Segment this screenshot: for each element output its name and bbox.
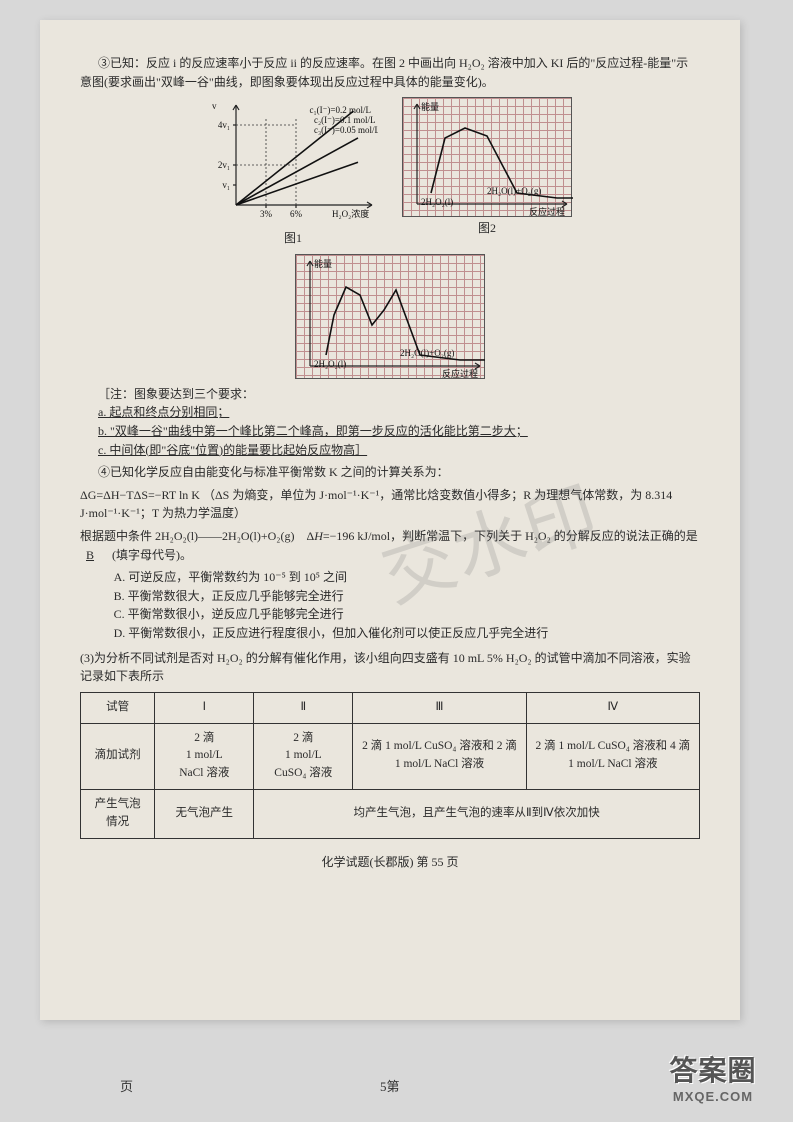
site-logo: 答案圈 MXQE.COM (653, 1049, 773, 1104)
svg-text:H₂O₂浓度: H₂O₂浓度 (332, 208, 369, 219)
th-4: Ⅳ (526, 692, 699, 723)
row1-c1: 2 滴 1 mol/L NaCl 溶液 (155, 723, 254, 789)
svg-text:2H₂O(l)+O₂(g): 2H₂O(l)+O₂(g) (487, 186, 541, 196)
svg-text:4v₁: 4v₁ (218, 120, 230, 130)
page-num-right: 5第 (380, 1076, 400, 1095)
row2-rest: 均产生气泡，且产生气泡的速率从Ⅱ到Ⅳ依次加快 (254, 789, 700, 838)
svg-text:2H₂O₂(l): 2H₂O₂(l) (314, 359, 346, 369)
chart1: v₁ 2v₁ 4v₁ 3% 6% c₁(I⁻)=0.2 mol/Lc₂(I⁻)=0.1 m… (208, 97, 378, 227)
row1-c4: 2 滴 1 mol/L CuSO₄ 溶液和 4 滴 1 mol/L NaCl 溶… (526, 723, 699, 789)
chart3: 能量反应过程 2H₂O₂(l) 2H₂O(l)+O₂(g) (296, 255, 486, 380)
table-header-row: 试管 Ⅰ Ⅱ Ⅲ Ⅳ (81, 692, 700, 723)
experiment-table: 试管 Ⅰ Ⅱ Ⅲ Ⅳ 滴加试剂 2 滴 1 mol/L NaCl 溶液 2 滴 … (80, 692, 700, 839)
svg-text:反应过程: 反应过程 (442, 368, 478, 379)
page-num-left: 页 (120, 1076, 133, 1095)
table-row-bubble: 产生气泡 情况 无气泡产生 均产生气泡，且产生气泡的速率从Ⅱ到Ⅳ依次加快 (81, 789, 700, 838)
svg-text:c₂(I⁻)=0.1 mol/L: c₂(I⁻)=0.1 mol/L (314, 115, 375, 125)
chart2-caption: 图2 (478, 219, 496, 238)
notes-block: ［注：图象要达到三个要求： a. 起点和终点分别相同； b. "双峰一谷"曲线中… (98, 385, 700, 459)
svg-text:能量: 能量 (314, 258, 332, 269)
part3-intro: (3)为分析不同试剂是否对 H₂O₂ 的分解有催化作用，该小组向四支盛有 10 … (80, 649, 700, 686)
table-row-reagent: 滴加试剂 2 滴 1 mol/L NaCl 溶液 2 滴 1 mol/L CuS… (81, 723, 700, 789)
note-c: c. 中间体(即"谷底"位置)的能量要比起始反应物高］ (98, 441, 700, 460)
th-tube: 试管 (81, 692, 155, 723)
chart3-grid: 能量反应过程 2H₂O₂(l) 2H₂O(l)+O₂(g) (295, 254, 485, 379)
svg-text:2H₂O(l)+O₂(g): 2H₂O(l)+O₂(g) (400, 348, 454, 358)
intro-paragraph: ③已知：反应 i 的反应速率小于反应 ii 的反应速率。在图 2 中画出向 H₂… (80, 54, 700, 91)
row1-label: 滴加试剂 (81, 723, 155, 789)
exam-page: 交水印 ③已知：反应 i 的反应速率小于反应 ii 的反应速率。在图 2 中画出… (40, 20, 740, 1020)
chart1-block: v₁ 2v₁ 4v₁ 3% 6% c₁(I⁻)=0.2 mol/Lc₂(I⁻)=0.1 m… (208, 97, 378, 248)
answer-blank: B (80, 548, 100, 562)
part4-line2: 根据题中条件 2H₂O₂(l)——2H₂O(l)+O₂(g) ΔH=−196 k… (80, 527, 700, 564)
chart1-caption: 图1 (284, 229, 302, 248)
svg-text:反应过程: 反应过程 (529, 206, 565, 217)
svg-text:c₃(I⁻)=0.05 mol/L: c₃(I⁻)=0.05 mol/L (314, 125, 378, 135)
svg-text:v₁: v₁ (222, 180, 230, 190)
svg-text:c₁(I⁻)=0.2 mol/L: c₁(I⁻)=0.2 mol/L (310, 105, 371, 115)
th-3: Ⅲ (353, 692, 526, 723)
page-footer: 化学试题(长郡版) 第 55 页 (80, 853, 700, 872)
svg-text:v: v (212, 101, 217, 111)
th-1: Ⅰ (155, 692, 254, 723)
charts-row-bottom: 能量反应过程 2H₂O₂(l) 2H₂O(l)+O₂(g) (80, 254, 700, 379)
th-2: Ⅱ (254, 692, 353, 723)
svg-text:2v₁: 2v₁ (218, 160, 230, 170)
row2-first: 无气泡产生 (155, 789, 254, 838)
logo-chars: 答案圈 (653, 1049, 773, 1089)
chart2-grid: 能量反应过程 2H₂O₂(l) 2H₂O(l)+O₂(g) (402, 97, 572, 217)
svg-text:能量: 能量 (421, 101, 439, 112)
chart2: 能量反应过程 2H₂O₂(l) 2H₂O(l)+O₂(g) (403, 98, 573, 218)
option-d: D. 平衡常数很小，正反应进行程度很小，但加入催化剂可以使正反应几乎完全进行 (114, 624, 700, 643)
logo-url: MXQE.COM (653, 1089, 773, 1104)
svg-text:6%: 6% (290, 209, 303, 219)
notes-header: ［注：图象要达到三个要求： (98, 385, 700, 404)
option-a: A. 可逆反应，平衡常数约为 10⁻⁵ 到 10⁵ 之间 (114, 568, 700, 587)
note-b: b. "双峰一谷"曲线中第一个峰比第二个峰高，即第一步反应的活化能比第二步大； (98, 422, 700, 441)
part4-line1: ΔG=ΔH−TΔS=−RT ln K （ΔS 为熵变，单位为 J·mol⁻¹·K… (80, 486, 700, 523)
row1-c2: 2 滴 1 mol/L CuSO₄ 溶液 (254, 723, 353, 789)
row1-c3: 2 滴 1 mol/L CuSO₄ 溶液和 2 滴 1 mol/L NaCl 溶… (353, 723, 526, 789)
part4-line0: ④已知化学反应自由能变化与标准平衡常数 K 之间的计算关系为： (80, 463, 700, 482)
row2-label: 产生气泡 情况 (81, 789, 155, 838)
option-b: B. 平衡常数很大，正反应几乎能够完全进行 (114, 587, 700, 606)
chart2-block: 能量反应过程 2H₂O₂(l) 2H₂O(l)+O₂(g) 图2 (402, 97, 572, 248)
chart3-block: 能量反应过程 2H₂O₂(l) 2H₂O(l)+O₂(g) (295, 254, 485, 379)
svg-text:3%: 3% (260, 209, 273, 219)
note-a: a. 起点和终点分别相同； (98, 403, 700, 422)
svg-text:2H₂O₂(l): 2H₂O₂(l) (421, 197, 453, 207)
charts-row-top: v₁ 2v₁ 4v₁ 3% 6% c₁(I⁻)=0.2 mol/Lc₂(I⁻)=0.1 m… (80, 97, 700, 248)
option-c: C. 平衡常数很小，逆反应几乎能够完全进行 (114, 605, 700, 624)
